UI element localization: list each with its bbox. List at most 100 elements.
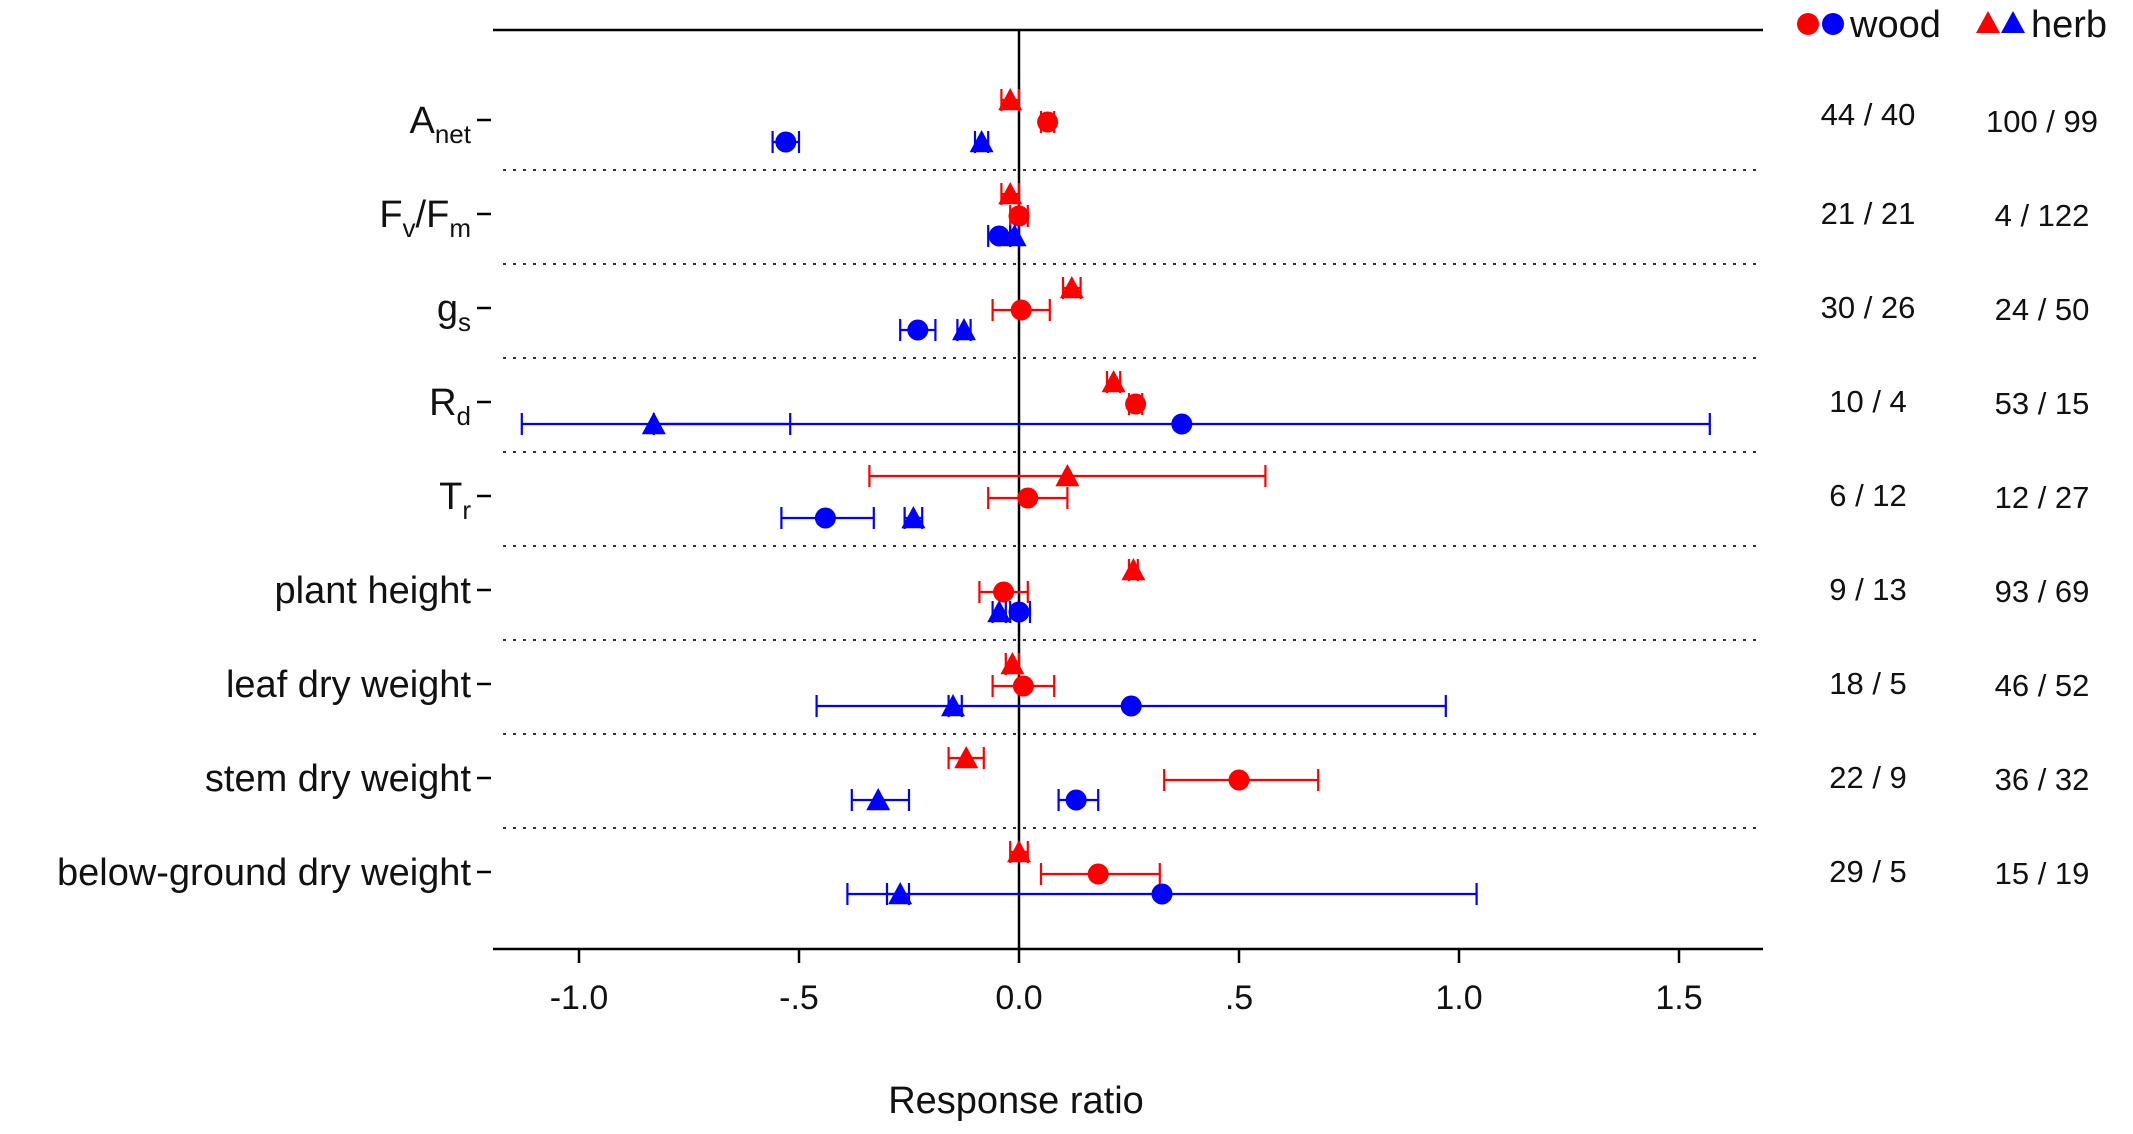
- point-marker: [1012, 675, 1034, 697]
- y-tick-label: Rd: [429, 382, 471, 431]
- count-herb: 36 / 32: [1995, 762, 2090, 797]
- legend-wood-blue-marker: [1822, 13, 1844, 35]
- point-marker: [998, 182, 1023, 205]
- count-wood: 29 / 5: [1829, 854, 1907, 889]
- count-wood: 9 / 13: [1829, 572, 1907, 607]
- herb-red-point: [998, 88, 1023, 111]
- count-wood: 10 / 4: [1829, 384, 1907, 419]
- point-marker: [814, 507, 836, 529]
- point-marker: [1228, 769, 1250, 791]
- point-marker: [952, 318, 976, 341]
- herb-red-point: [1101, 370, 1126, 393]
- count-herb: 12 / 27: [1995, 480, 2090, 515]
- wood-red-point: [1125, 393, 1147, 415]
- point-marker: [1121, 558, 1146, 581]
- y-tick-label: gs: [437, 288, 471, 337]
- point-marker: [941, 694, 965, 717]
- herb-blue-point: [1002, 224, 1027, 247]
- point-marker: [988, 225, 1010, 247]
- sample-counts: 44 / 40 100 / 99 21 / 21 4 / 122 30 / 26 24 /…: [1821, 97, 2098, 891]
- plot-frame: [493, 28, 1763, 951]
- point-marker: [1101, 370, 1126, 393]
- wood-blue-point: [771, 131, 801, 153]
- count-wood: 22 / 9: [1829, 760, 1907, 795]
- legend: wood herb: [1797, 4, 2107, 46]
- wood-red-point: [991, 299, 1051, 321]
- herb-blue-point: [901, 506, 926, 529]
- wood-red-point: [1039, 863, 1161, 885]
- point-marker: [1120, 695, 1142, 717]
- point-marker: [969, 130, 994, 153]
- herb-blue-point: [969, 130, 994, 153]
- count-herb: 4 / 122: [1995, 198, 2090, 233]
- point-marker: [998, 88, 1023, 111]
- wood-red-point: [987, 487, 1069, 509]
- point-marker: [907, 319, 929, 341]
- herb-red-point: [1059, 276, 1084, 299]
- point-marker: [1017, 487, 1039, 509]
- point-marker: [1008, 205, 1030, 227]
- legend-wood-label: wood: [1849, 4, 1941, 46]
- wood-red-point: [1037, 111, 1059, 133]
- point-marker: [1002, 224, 1027, 247]
- point-marker: [1151, 883, 1173, 905]
- herb-red-point: [1121, 558, 1146, 581]
- y-axis-labels: Anet Fv/Fm gs Rd Tr plant height leaf dry weig…: [57, 100, 491, 894]
- wood-blue-point: [780, 507, 875, 529]
- x-tick-label: .5: [1225, 979, 1253, 1017]
- wood-blue-point: [652, 413, 1711, 435]
- point-marker: [1125, 393, 1147, 415]
- herb-red-point: [947, 746, 985, 769]
- herb-red-point: [1000, 652, 1025, 675]
- count-herb: 100 / 99: [1986, 104, 2098, 139]
- row-separators: [503, 169, 1760, 829]
- herb-blue-point: [520, 412, 792, 435]
- count-wood: 44 / 40: [1821, 97, 1916, 132]
- legend-herb-label: herb: [2031, 4, 2107, 46]
- x-axis-title: Response ratio: [888, 1080, 1144, 1122]
- data-points: [520, 88, 1711, 905]
- x-tick-label: 0.0: [995, 979, 1042, 1017]
- point-marker: [775, 131, 797, 153]
- x-tick-label: 1.0: [1435, 979, 1482, 1017]
- count-wood: 18 / 5: [1829, 666, 1907, 701]
- wood-red-point: [978, 581, 1029, 603]
- point-marker: [1055, 464, 1080, 487]
- herb-red-point: [998, 182, 1023, 205]
- legend-herb-blue-marker: [2001, 11, 2025, 33]
- x-tick-label: -.5: [779, 979, 819, 1017]
- point-marker: [1087, 863, 1109, 885]
- point-marker: [1008, 601, 1030, 623]
- count-wood: 6 / 12: [1829, 478, 1907, 513]
- y-tick-label: plant height: [275, 570, 472, 612]
- herb-blue-point: [987, 600, 1012, 623]
- count-herb: 53 / 15: [1995, 386, 2090, 421]
- herb-blue-point: [850, 788, 911, 811]
- herb-blue-point: [952, 318, 976, 341]
- wood-red-point: [991, 675, 1056, 697]
- point-marker: [987, 600, 1012, 623]
- legend-herb-red-marker: [1976, 11, 2000, 33]
- count-herb: 15 / 19: [1995, 856, 2090, 891]
- count-herb: 93 / 69: [1995, 574, 2090, 609]
- wood-blue-point: [846, 883, 1478, 905]
- legend-wood-red-marker: [1797, 13, 1819, 35]
- count-wood: 21 / 21: [1821, 196, 1916, 231]
- y-tick-label: Fv/Fm: [379, 194, 471, 243]
- x-tick-label: 1.5: [1655, 979, 1702, 1017]
- wood-blue-point: [815, 695, 1447, 717]
- herb-blue-point: [941, 694, 965, 717]
- point-marker: [1037, 111, 1059, 133]
- herb-red-point: [1007, 840, 1031, 863]
- wood-blue-point: [1008, 601, 1032, 623]
- herb-blue-point: [885, 882, 913, 905]
- point-marker: [954, 746, 979, 769]
- y-tick-label: stem dry weight: [205, 758, 472, 800]
- count-herb: 24 / 50: [1995, 292, 2090, 327]
- y-tick-label: leaf dry weight: [226, 664, 471, 706]
- x-axis: -1.0 -.5 0.0 .5 1.0 1.5: [550, 949, 1703, 1017]
- y-tick-label: Tr: [439, 476, 471, 525]
- x-tick-label: -1.0: [550, 979, 609, 1017]
- point-marker: [641, 412, 666, 435]
